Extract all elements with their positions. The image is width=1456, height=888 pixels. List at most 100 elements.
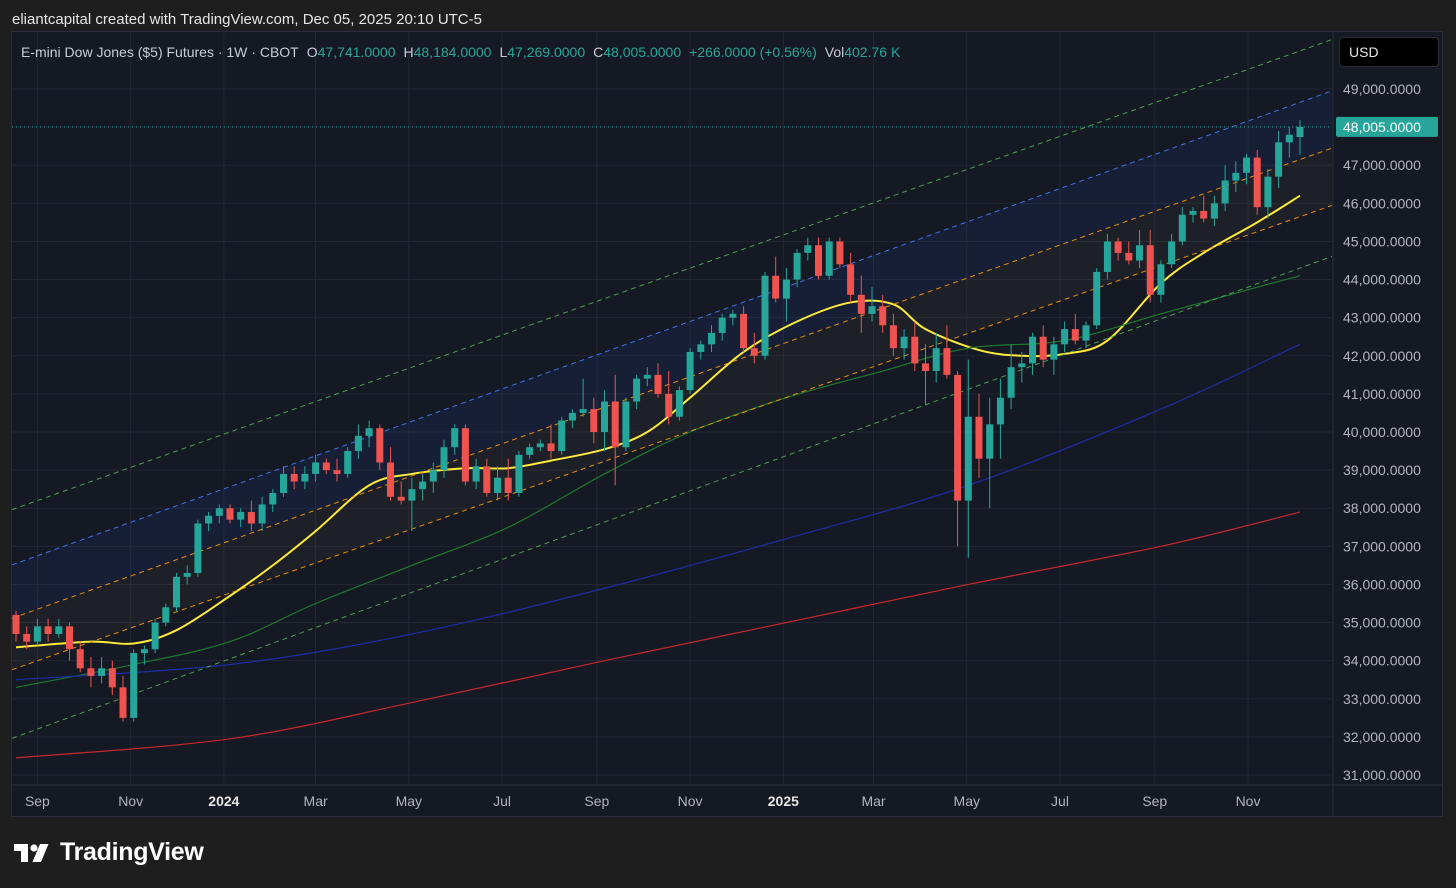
- high-label: H: [403, 44, 414, 60]
- candle: [900, 329, 908, 360]
- channel-bands: [12, 90, 1332, 670]
- candle-body: [547, 443, 555, 452]
- candle-body: [932, 348, 940, 372]
- currency-selector[interactable]: USD: [1339, 37, 1439, 67]
- price-tick-label: 43,000.0000: [1343, 310, 1421, 326]
- candle-body: [611, 401, 619, 448]
- candle-body: [900, 336, 908, 349]
- candle: [986, 397, 994, 509]
- candle: [419, 473, 427, 501]
- candle-body: [879, 306, 887, 326]
- candle-body: [108, 668, 116, 688]
- candle: [718, 313, 726, 341]
- time-tick-label: May: [396, 793, 422, 809]
- candle-body: [943, 348, 951, 375]
- candle: [1093, 268, 1101, 330]
- candle-body: [419, 481, 427, 490]
- candle: [1050, 336, 1058, 375]
- candle-body: [1232, 172, 1240, 181]
- candle: [782, 268, 790, 322]
- candle-body: [1243, 157, 1250, 173]
- candle-body: [1007, 367, 1015, 398]
- candle-body: [151, 622, 159, 650]
- candle-body: [847, 264, 855, 295]
- candle-body: [804, 245, 812, 253]
- candle: [686, 348, 694, 394]
- candle-body: [1264, 176, 1272, 208]
- candle-body: [461, 428, 469, 482]
- candle: [740, 306, 748, 352]
- candle-body: [1178, 214, 1186, 242]
- candle: [1114, 237, 1122, 261]
- candle-body: [205, 515, 213, 524]
- candle: [633, 374, 641, 410]
- candle-body: [504, 477, 512, 493]
- candle: [697, 340, 705, 360]
- candle-body: [622, 401, 630, 448]
- candle-body: [247, 512, 255, 524]
- symbol-title[interactable]: E-mini Dow Jones ($5) Futures · 1W · CBO…: [21, 44, 299, 60]
- time-tick-label: 2025: [768, 793, 799, 809]
- candle: [590, 397, 598, 444]
- candle-body: [954, 374, 962, 501]
- candle-body: [536, 443, 544, 448]
- candle: [151, 618, 159, 654]
- candle: [483, 458, 491, 497]
- candle-body: [290, 473, 298, 482]
- price-tick-label: 49,000.0000: [1343, 81, 1421, 97]
- candle: [119, 675, 127, 722]
- candle: [23, 626, 31, 650]
- time-tick-label: Sep: [1142, 793, 1167, 809]
- candle: [173, 573, 180, 612]
- candle-body: [12, 614, 20, 634]
- candle: [429, 462, 437, 493]
- chart-pane[interactable]: [11, 31, 1443, 817]
- candle-body: [654, 374, 662, 394]
- tradingview-logo[interactable]: TradingView: [14, 838, 204, 867]
- time-tick-label: Sep: [25, 793, 50, 809]
- candle: [1275, 130, 1283, 189]
- candle: [868, 287, 876, 322]
- candle: [643, 367, 651, 387]
- candle-body: [269, 492, 277, 505]
- channel-lines: [12, 39, 1332, 739]
- candle-body: [387, 462, 394, 497]
- candle-body: [1136, 245, 1143, 261]
- price-axis[interactable]: 31,000.0000 32,000.0000 33,000.0000 34,000.…: [1343, 81, 1421, 783]
- candle: [280, 466, 287, 497]
- candle: [579, 378, 587, 417]
- candle: [376, 424, 384, 471]
- candle: [526, 443, 534, 459]
- candle: [1071, 313, 1079, 345]
- candle: [889, 313, 897, 356]
- candle: [461, 424, 469, 486]
- price-tick-label: 37,000.0000: [1343, 538, 1421, 554]
- candle: [1264, 169, 1272, 219]
- candle-body: [23, 633, 31, 642]
- candle-body: [1082, 325, 1090, 341]
- ohlc-legend: E-mini Dow Jones ($5) Futures · 1W · CBO…: [21, 44, 900, 60]
- time-tick-label: Jul: [493, 793, 511, 809]
- candle: [750, 332, 758, 364]
- candle-body: [697, 344, 705, 352]
- candle: [87, 656, 95, 688]
- candle: [44, 618, 52, 642]
- time-axis[interactable]: Sep Nov 2024 Mar May Jul Sep Nov 2025 Mar May Jul Se…: [25, 793, 1261, 809]
- candle: [344, 447, 352, 478]
- close-label: C: [593, 44, 604, 60]
- candle: [247, 500, 255, 532]
- candle-body: [590, 409, 598, 432]
- candle-body: [33, 626, 41, 642]
- candle: [1039, 325, 1047, 368]
- candle-body: [333, 470, 341, 474]
- channel-line-lower-inner: [12, 204, 1332, 671]
- candle-body: [237, 512, 245, 520]
- candle-body: [675, 390, 683, 417]
- candle: [333, 458, 341, 482]
- ma-green-line: [15, 275, 1301, 688]
- candle: [675, 386, 683, 421]
- candle-body: [922, 363, 929, 372]
- candle-body: [740, 313, 748, 349]
- channel-line-lower-outer: [12, 255, 1332, 739]
